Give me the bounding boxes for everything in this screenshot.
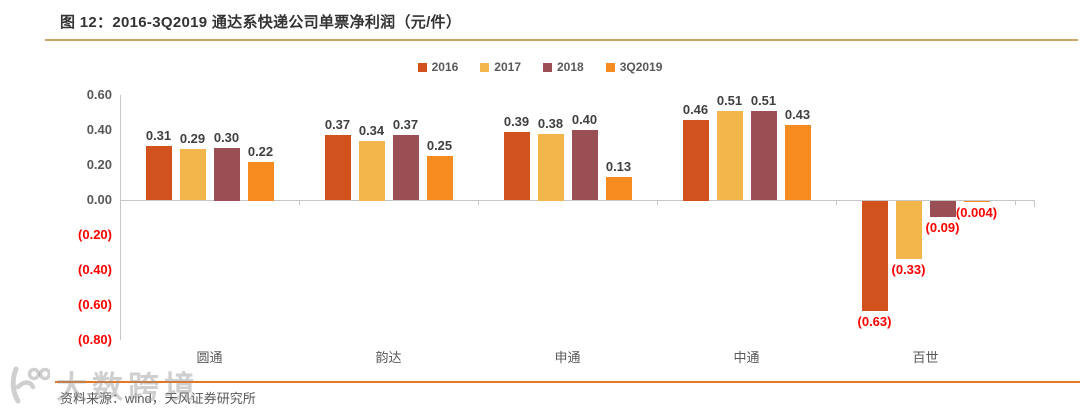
bar-3Q2019-韵达 (426, 156, 453, 201)
title-underline (45, 39, 1078, 41)
data-source-note: 资料来源：wind，天风证券研究所 (60, 391, 256, 406)
chart-legend: 2016 2017 2018 3Q2019 (0, 60, 1080, 74)
bar-2016-申通 (503, 131, 530, 200)
bar-value-label: 0.40 (571, 112, 598, 127)
bar-value-label: 0.43 (784, 106, 811, 122)
legend-swatch-icon (417, 62, 427, 72)
bar-2018-申通 (571, 130, 598, 200)
bar-value-label: 0.37 (324, 117, 351, 133)
bar-2017-韵达 (358, 140, 385, 201)
y-axis-tick-label: (0.60) (78, 297, 112, 312)
bar-2017-申通 (537, 133, 564, 201)
bar-value-label: (0.33) (891, 262, 926, 277)
bar-value-label: 0.25 (426, 138, 453, 154)
figure-title: 图 12：2016-3Q2019 通达系快递公司单票净利润（元/件） (60, 14, 462, 31)
x-axis-tick (299, 201, 300, 205)
legend-label: 2016 (431, 60, 459, 74)
bar-2017-中通 (716, 110, 743, 200)
bar-value-label: (0.09) (925, 220, 960, 235)
bar-2017-圆通 (179, 149, 206, 201)
y-axis-tick-label: 0.60 (86, 87, 112, 102)
bar-2016-百世 (861, 201, 888, 311)
legend-swatch-icon (605, 62, 615, 72)
bar-2018-圆通 (213, 147, 240, 201)
bar-3Q2019-圆通 (247, 161, 274, 201)
legend-label: 2018 (557, 60, 584, 74)
bar-value-label: 0.39 (503, 113, 530, 129)
bar-value-label: 0.51 (750, 92, 777, 108)
bar-value-label: 0.34 (358, 122, 385, 138)
bar-2016-韵达 (324, 135, 351, 201)
legend-label: 2017 (494, 60, 521, 74)
legend-swatch-icon (480, 62, 490, 72)
y-axis-tick-label: 0.40 (86, 122, 112, 137)
y-axis-tick-label: (0.20) (78, 227, 112, 242)
bar-value-label: (0.63) (857, 314, 892, 329)
bar-value-label: 0.30 (213, 129, 240, 145)
x-axis-tick (657, 201, 658, 205)
x-axis-category-label: 百世 (912, 350, 939, 365)
bar-3Q2019-百世 (963, 201, 990, 202)
y-axis-tick-label: (0.80) (78, 332, 112, 347)
x-axis-tick (836, 201, 837, 205)
bar-value-label: 0.13 (605, 159, 632, 175)
bar-2016-圆通 (145, 145, 172, 200)
legend-swatch-icon (543, 62, 552, 72)
zero-baseline (120, 200, 1035, 201)
bar-2018-百世 (929, 201, 956, 217)
bar-value-label: (0.004) (955, 205, 998, 220)
bar-value-label: 0.22 (247, 143, 274, 159)
x-axis-end-tick (1034, 201, 1035, 207)
legend-label: 3Q2019 (619, 60, 663, 74)
bar-2016-中通 (682, 119, 709, 201)
bar-value-label: 0.37 (392, 117, 419, 133)
bar-2017-百世 (895, 201, 922, 259)
bar-3Q2019-中通 (784, 124, 811, 200)
x-axis-category-label: 中通 (733, 350, 760, 365)
bar-value-label: 0.38 (537, 115, 564, 131)
bar-value-label: 0.31 (145, 127, 172, 143)
y-axis-tick-label: 0.20 (86, 157, 112, 172)
bar-2018-中通 (750, 110, 777, 200)
x-axis-category-label: 韵达 (375, 350, 402, 365)
bar-value-label: 0.51 (716, 92, 743, 108)
bar-3Q2019-申通 (605, 177, 632, 201)
x-axis-tick (478, 201, 479, 205)
bar-2018-韵达 (392, 135, 419, 201)
y-axis-tick-label: (0.40) (78, 262, 112, 277)
footer-divider (55, 381, 1080, 383)
bar-value-label: 0.29 (179, 131, 206, 147)
legend-item-2018: 2018 (543, 60, 584, 74)
x-axis-category-label: 申通 (554, 350, 581, 365)
legend-item-2017: 2017 (480, 60, 521, 74)
bar-value-label: 0.46 (682, 101, 709, 117)
y-axis-tick-label: 0.00 (86, 192, 112, 207)
x-axis-tick (1015, 201, 1016, 205)
x-axis-category-label: 圆通 (196, 350, 223, 365)
legend-item-3Q2019: 3Q2019 (605, 60, 663, 74)
legend-item-2016: 2016 (417, 60, 459, 74)
y-axis-line (120, 95, 121, 340)
